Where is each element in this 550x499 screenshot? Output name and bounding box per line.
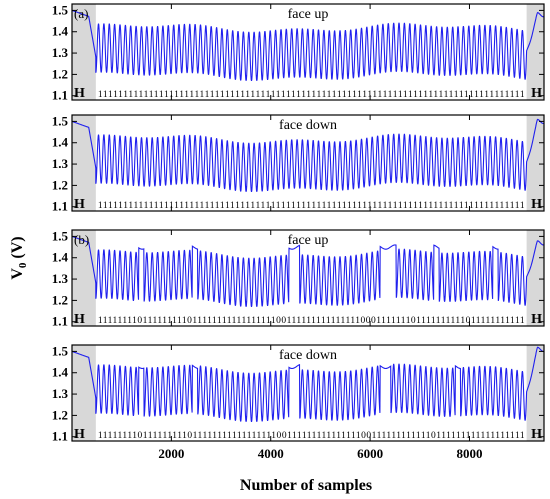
chart-panel: H H 1.1 1.2 1.3 1.4 1.5 11111111111111111111111…: [52, 113, 545, 214]
bit-sequence: 1111111111111111111111111111111111111111…: [98, 201, 525, 211]
y-axis-label: V0 (V): [9, 236, 29, 279]
y-tick-label: 1.5: [52, 113, 69, 128]
header-region: [72, 115, 96, 211]
y-tick-label: 1.5: [52, 228, 69, 243]
signal-line: [71, 9, 544, 82]
y-tick-label: 1.1: [52, 314, 68, 329]
x-tick-label: 4000: [258, 446, 284, 461]
y-tick-label: 1.1: [52, 88, 68, 103]
signal-line: [71, 118, 544, 193]
y-tick-label: 1.4: [52, 24, 69, 39]
x-tick-label: 6000: [357, 446, 383, 461]
header-mark: H: [74, 427, 85, 442]
x-axis-label: Number of samples: [240, 477, 372, 494]
y-tick-label: 1.4: [52, 365, 69, 380]
x-tick-label: 8000: [456, 446, 482, 461]
y-tick-label: 1.5: [52, 2, 69, 17]
y-tick-label: 1.2: [52, 292, 68, 307]
panel-label: (a): [74, 6, 88, 21]
chart-panel: H H 1.1 1.2 1.3 1.4 1.5 11111111111111111111111…: [52, 2, 545, 103]
header-region: [72, 345, 96, 441]
header-region: [526, 115, 544, 211]
y-tick-label: 1.4: [52, 250, 69, 265]
y-tick-label: 1.2: [52, 66, 68, 81]
chart-panel: H H 1.1 1.2 1.3 1.4 1.5 2000 4000 6000 8000 1111111…: [52, 343, 545, 461]
header-region: [526, 345, 544, 441]
y-tick-label: 1.3: [52, 45, 69, 60]
y-tick-label: 1.5: [52, 343, 69, 358]
header-mark: H: [531, 312, 542, 327]
header-mark: H: [531, 197, 542, 212]
y-tick-label: 1.3: [52, 271, 69, 286]
panel-label: (b): [74, 232, 89, 247]
bit-sequence: 1111111111111111111111111111111111111111…: [98, 90, 525, 100]
chart-panel: H H 1.1 1.2 1.3 1.4 1.5 11111111011111111101111…: [52, 228, 545, 329]
header-mark: H: [531, 427, 542, 442]
panel-title: face down: [279, 348, 337, 363]
header-mark: H: [74, 312, 85, 327]
y-tick-label: 1.2: [52, 177, 68, 192]
header-region: [526, 4, 544, 100]
plot-frame: [71, 344, 545, 442]
header-mark: H: [74, 86, 85, 101]
signal-line: [71, 346, 544, 423]
bit-sequence: 1111111101111111110111111111111111110011…: [98, 431, 525, 441]
x-tick-label: 2000: [158, 446, 184, 461]
panel-title: face up: [288, 233, 329, 248]
panel-title: face up: [288, 7, 329, 22]
y-tick-label: 1.1: [52, 429, 68, 444]
header-region: [72, 230, 96, 326]
y-tick-label: 1.3: [52, 156, 69, 171]
plot-frame: [71, 3, 545, 101]
bit-sequence: 1111111101111111110111111111111111110011…: [98, 316, 525, 326]
y-tick-label: 1.2: [52, 407, 68, 422]
header-region: [526, 230, 544, 326]
header-mark: H: [531, 86, 542, 101]
header-mark: H: [74, 197, 85, 212]
plot-frame: [71, 229, 545, 327]
header-region: [72, 4, 96, 100]
y-tick-label: 1.1: [52, 199, 68, 214]
panel-title: face down: [279, 118, 337, 133]
signal-line: [71, 235, 544, 308]
y-tick-label: 1.3: [52, 386, 69, 401]
y-tick-label: 1.4: [52, 135, 69, 150]
plot-frame: [71, 114, 545, 212]
